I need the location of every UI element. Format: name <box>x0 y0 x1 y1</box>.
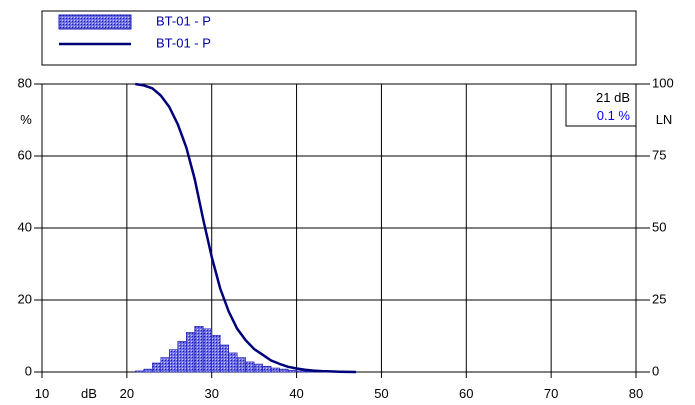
x-axis-ticks: 10 20 30 40 50 60 70 80 <box>35 372 643 401</box>
readout-level: 21 dB <box>596 90 630 105</box>
grid <box>42 84 636 372</box>
histogram-bar <box>194 325 204 373</box>
x-tick-label: 70 <box>544 386 558 401</box>
y-left-tick-label: 20 <box>18 291 32 306</box>
x-tick-label: 60 <box>459 386 473 401</box>
histogram-bar <box>185 332 196 373</box>
y-left-tick-label: 0 <box>25 363 32 378</box>
x-tick-label: 50 <box>374 386 388 401</box>
x-tick-label: 20 <box>120 386 134 401</box>
histogram-bar <box>270 367 280 373</box>
histogram-bar <box>287 369 297 373</box>
y-right-tick-label: 100 <box>652 75 674 90</box>
readout-box: 21 dB 0.1 % <box>565 83 637 127</box>
y-right-tick-label: 50 <box>652 219 666 234</box>
x-unit-label: dB <box>81 386 97 401</box>
y-left-unit-label: % <box>20 112 32 127</box>
y-right-tick-label: 0 <box>652 363 659 378</box>
legend-bar-swatch <box>58 14 132 30</box>
x-tick-label: 10 <box>35 386 49 401</box>
histogram-bar <box>219 344 229 373</box>
histogram-bar <box>177 341 187 373</box>
y-left-tick-label: 40 <box>18 219 32 234</box>
histogram-bar <box>168 349 179 373</box>
y-left-tick-label: 60 <box>18 147 32 162</box>
y-right-tick-label: 25 <box>652 291 666 306</box>
legend-frame <box>41 10 637 66</box>
histogram-bar <box>279 368 289 373</box>
histogram-bar <box>253 363 263 373</box>
histogram-bar <box>135 370 145 373</box>
readout-frame <box>565 83 637 127</box>
histogram-bar <box>228 352 238 373</box>
histogram-bar <box>160 357 170 373</box>
legend: BT-01 - P BT-01 - P <box>41 10 637 66</box>
histogram-bar <box>152 362 162 373</box>
y-right-axis-ticks: 0 25 50 75 100 <box>636 75 674 378</box>
readout-percent: 0.1 % <box>597 108 631 123</box>
histogram-bar <box>143 368 153 373</box>
x-tick-label: 80 <box>629 386 643 401</box>
y-right-unit-label: LN <box>656 112 673 127</box>
y-left-tick-label: 80 <box>18 75 32 90</box>
histogram-bars <box>135 325 323 373</box>
histogram-bar <box>245 361 255 373</box>
histogram-bar <box>211 334 221 373</box>
y-left-axis-ticks: 0 20 40 60 80 <box>18 75 42 378</box>
x-tick-label: 30 <box>204 386 218 401</box>
histogram-bar <box>202 328 213 373</box>
histogram-bar <box>296 370 306 373</box>
x-tick-label: 40 <box>289 386 303 401</box>
histogram-bar <box>262 365 272 373</box>
legend-line-label: BT-01 - P <box>156 35 211 50</box>
legend-bar-label: BT-01 - P <box>156 13 211 28</box>
histogram-bar <box>236 357 246 373</box>
cumulative-ln-line <box>135 82 357 374</box>
y-right-tick-label: 75 <box>652 147 666 162</box>
